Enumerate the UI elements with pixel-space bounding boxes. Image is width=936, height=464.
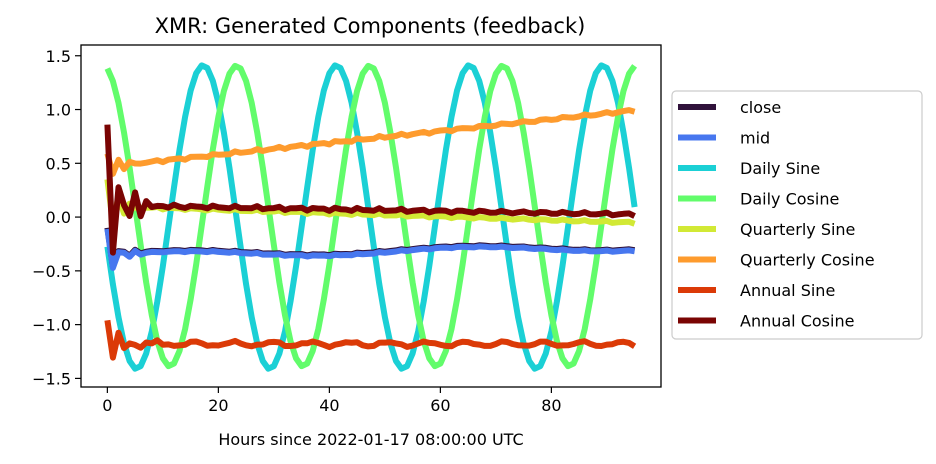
legend-label: close <box>740 98 781 117</box>
x-axis-label: Hours since 2022-01-17 08:00:00 UTC <box>218 430 523 449</box>
series-line-annual-sine <box>104 319 637 361</box>
series-line-mid <box>104 228 636 271</box>
series-line-quarterly-cosine <box>104 107 636 177</box>
legend-label: Quarterly Cosine <box>740 251 875 270</box>
x-tick-label: 80 <box>541 396 561 415</box>
legend-box <box>671 90 923 340</box>
legend-label: Annual Cosine <box>740 312 854 331</box>
y-tick-label: 1.5 <box>46 47 71 66</box>
series-line-daily-sine <box>104 62 638 372</box>
legend-label: Quarterly Sine <box>740 220 855 239</box>
legend-label: Annual Sine <box>740 281 835 300</box>
x-tick-label: 20 <box>208 396 228 415</box>
y-axis: −1.5 −1.0 −0.5 0.0 0.5 1.0 1.5 <box>32 47 81 388</box>
legend-label: mid <box>740 129 770 148</box>
plot-lines <box>104 62 638 372</box>
series-line-quarterly-sine <box>104 179 636 227</box>
series-line-daily-cosine <box>104 62 638 370</box>
x-tick-label: 0 <box>102 396 112 415</box>
y-tick-label: 1.0 <box>46 101 71 120</box>
y-tick-label: 0.0 <box>46 208 71 227</box>
x-tick-label: 40 <box>319 396 339 415</box>
plot-frame <box>80 44 662 388</box>
y-tick-label: −0.5 <box>32 262 71 281</box>
legend-label: Daily Cosine <box>740 190 839 209</box>
x-tick-label: 60 <box>430 396 450 415</box>
x-axis: 0 20 40 60 80 <box>102 387 562 415</box>
legend-label: Daily Sine <box>740 159 820 178</box>
series-line-annual-cosine <box>104 124 636 256</box>
legend: close mid Daily Sine Daily Cosine Quarterly … <box>671 90 923 340</box>
y-tick-label: −1.5 <box>32 369 71 388</box>
chart-title: XMR: Generated Components (feedback) <box>155 14 586 38</box>
y-tick-label: −1.0 <box>32 316 71 335</box>
y-tick-label: 0.5 <box>46 154 71 173</box>
